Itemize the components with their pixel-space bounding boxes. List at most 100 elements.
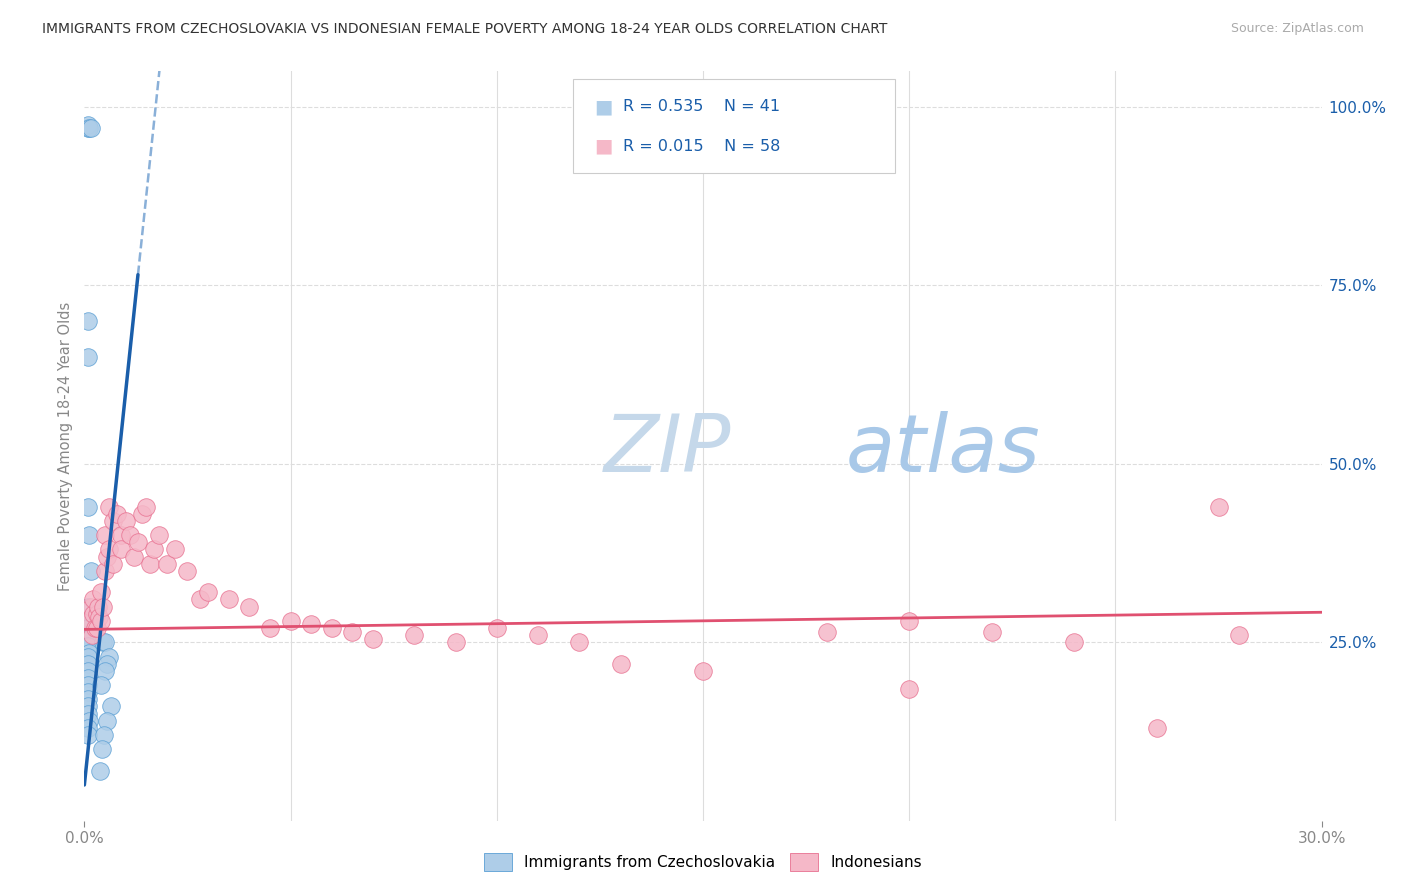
Point <box>76 685 98 699</box>
Point <box>135 500 157 514</box>
Point <box>77 628 100 642</box>
Point <box>321 621 343 635</box>
Point <box>139 557 162 571</box>
Point <box>76 699 98 714</box>
Point <box>176 564 198 578</box>
Point <box>86 599 108 614</box>
Point <box>299 617 322 632</box>
Point <box>76 664 98 678</box>
Point <box>91 635 114 649</box>
Point <box>79 121 101 136</box>
Point <box>94 564 117 578</box>
Point <box>77 706 100 721</box>
Point <box>96 657 118 671</box>
Point <box>86 621 108 635</box>
Point <box>404 628 426 642</box>
Point <box>898 614 921 628</box>
Point <box>90 585 112 599</box>
Point <box>98 542 121 557</box>
Point <box>280 614 302 628</box>
Point <box>131 507 153 521</box>
Point <box>79 599 101 614</box>
Point <box>103 557 125 571</box>
Point <box>238 599 260 614</box>
Point <box>259 621 281 635</box>
Point <box>1063 635 1085 649</box>
Point <box>80 628 103 642</box>
Point <box>188 592 211 607</box>
Text: R = 0.535    N = 41: R = 0.535 N = 41 <box>623 99 780 114</box>
Point <box>98 500 121 514</box>
Point <box>110 528 132 542</box>
Text: Source: ZipAtlas.com: Source: ZipAtlas.com <box>1230 22 1364 36</box>
Point <box>1146 721 1168 735</box>
Point <box>100 699 122 714</box>
Point <box>105 507 128 521</box>
Point <box>79 121 101 136</box>
Point <box>609 657 631 671</box>
Point <box>96 549 118 564</box>
Point <box>76 121 98 136</box>
Point <box>77 350 100 364</box>
Point <box>127 535 149 549</box>
Point <box>79 714 101 728</box>
Point <box>76 678 98 692</box>
Point <box>94 528 117 542</box>
Point <box>1227 628 1250 642</box>
Point <box>485 621 508 635</box>
Text: ■: ■ <box>595 136 613 156</box>
Point <box>76 314 98 328</box>
Point <box>568 635 591 649</box>
Point <box>90 614 112 628</box>
Point <box>79 528 101 542</box>
Point <box>77 639 100 653</box>
Point <box>1208 500 1230 514</box>
Point <box>94 635 117 649</box>
Point <box>980 624 1002 639</box>
Point <box>148 528 170 542</box>
Point <box>110 542 132 557</box>
Point <box>86 607 108 621</box>
Point <box>197 585 219 599</box>
Point <box>76 599 98 614</box>
Point <box>76 671 98 685</box>
Text: ■: ■ <box>595 97 613 116</box>
Point <box>79 628 101 642</box>
Point <box>89 764 111 778</box>
Point <box>118 528 141 542</box>
Point <box>82 592 104 607</box>
Point <box>444 635 467 649</box>
Point <box>98 649 121 664</box>
Point <box>156 557 179 571</box>
Point <box>114 514 136 528</box>
Point <box>96 714 118 728</box>
Text: ZIP: ZIP <box>605 410 731 489</box>
Point <box>82 607 104 621</box>
Point <box>93 728 115 742</box>
Point <box>692 664 714 678</box>
Point <box>898 681 921 696</box>
Point <box>83 621 105 635</box>
Point <box>527 628 550 642</box>
Point <box>77 118 100 132</box>
Point <box>90 742 112 756</box>
Text: R = 0.015    N = 58: R = 0.015 N = 58 <box>623 139 780 153</box>
Y-axis label: Female Poverty Among 18-24 Year Olds: Female Poverty Among 18-24 Year Olds <box>58 301 73 591</box>
Point <box>76 621 98 635</box>
Point <box>90 678 112 692</box>
Point <box>87 610 110 624</box>
Point <box>76 649 98 664</box>
Legend: Immigrants from Czechoslovakia, Indonesians: Immigrants from Czechoslovakia, Indonesi… <box>478 847 928 877</box>
FancyBboxPatch shape <box>574 78 894 172</box>
Point <box>165 542 187 557</box>
Point <box>76 692 98 706</box>
Point <box>79 614 101 628</box>
Point <box>815 624 838 639</box>
Point <box>76 632 98 646</box>
Point <box>143 542 166 557</box>
Point <box>361 632 384 646</box>
Point <box>342 624 364 639</box>
Point <box>103 514 125 528</box>
Text: atlas: atlas <box>845 410 1040 489</box>
Point <box>76 728 98 742</box>
